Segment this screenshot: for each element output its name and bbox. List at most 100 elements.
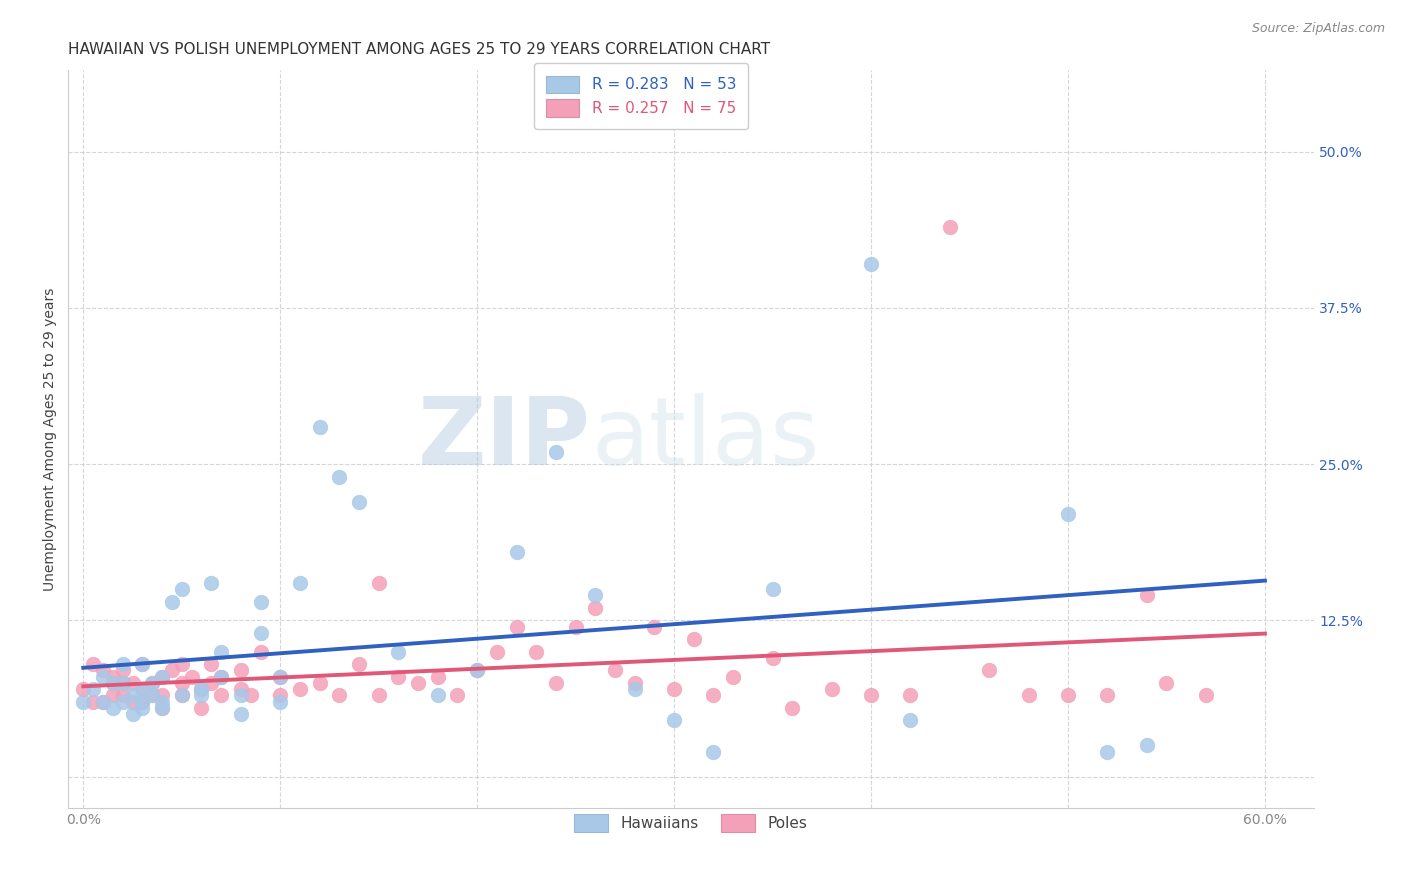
Point bbox=[131, 657, 153, 671]
Point bbox=[150, 688, 173, 702]
Point bbox=[564, 619, 586, 633]
Point bbox=[623, 675, 645, 690]
Point bbox=[160, 594, 183, 608]
Point bbox=[72, 694, 94, 708]
Point bbox=[1136, 588, 1159, 602]
Point bbox=[426, 669, 449, 683]
Point bbox=[150, 669, 173, 683]
Point bbox=[200, 575, 222, 590]
Point bbox=[131, 700, 153, 714]
Point bbox=[682, 632, 704, 646]
Point bbox=[200, 675, 222, 690]
Point bbox=[623, 681, 645, 696]
Y-axis label: Unemployment Among Ages 25 to 29 years: Unemployment Among Ages 25 to 29 years bbox=[44, 287, 58, 591]
Point bbox=[939, 219, 962, 234]
Point bbox=[101, 675, 124, 690]
Point bbox=[308, 675, 330, 690]
Point bbox=[662, 713, 685, 727]
Point bbox=[190, 681, 212, 696]
Point bbox=[141, 675, 163, 690]
Point bbox=[131, 694, 153, 708]
Point bbox=[170, 657, 193, 671]
Point bbox=[583, 600, 606, 615]
Point bbox=[190, 681, 212, 696]
Point bbox=[603, 663, 626, 677]
Point bbox=[111, 694, 134, 708]
Point bbox=[82, 657, 104, 671]
Point bbox=[170, 582, 193, 596]
Point bbox=[209, 688, 232, 702]
Point bbox=[229, 681, 252, 696]
Point bbox=[141, 688, 163, 702]
Point bbox=[860, 688, 883, 702]
Point bbox=[347, 494, 370, 508]
Point bbox=[249, 625, 271, 640]
Point bbox=[200, 657, 222, 671]
Point bbox=[288, 681, 311, 696]
Point bbox=[1195, 688, 1218, 702]
Point bbox=[269, 694, 291, 708]
Point bbox=[229, 663, 252, 677]
Point bbox=[170, 688, 193, 702]
Point bbox=[190, 688, 212, 702]
Point bbox=[121, 688, 143, 702]
Point bbox=[387, 644, 409, 658]
Point bbox=[121, 706, 143, 721]
Point bbox=[1097, 745, 1119, 759]
Point bbox=[209, 644, 232, 658]
Point bbox=[505, 619, 527, 633]
Point bbox=[209, 669, 232, 683]
Text: atlas: atlas bbox=[591, 393, 820, 485]
Point bbox=[170, 688, 193, 702]
Point bbox=[328, 469, 350, 483]
Point bbox=[583, 588, 606, 602]
Point bbox=[82, 694, 104, 708]
Point bbox=[544, 675, 567, 690]
Point bbox=[141, 675, 163, 690]
Point bbox=[505, 544, 527, 558]
Point bbox=[387, 669, 409, 683]
Point bbox=[1018, 688, 1040, 702]
Legend: Hawaiians, Poles: Hawaiians, Poles bbox=[562, 802, 820, 845]
Point bbox=[150, 700, 173, 714]
Point bbox=[249, 644, 271, 658]
Point bbox=[721, 669, 744, 683]
Point bbox=[150, 694, 173, 708]
Point bbox=[860, 257, 883, 271]
Point bbox=[91, 669, 114, 683]
Point bbox=[406, 675, 429, 690]
Point bbox=[1097, 688, 1119, 702]
Point bbox=[288, 575, 311, 590]
Point bbox=[121, 675, 143, 690]
Point bbox=[1057, 688, 1080, 702]
Point bbox=[229, 706, 252, 721]
Point bbox=[446, 688, 468, 702]
Point bbox=[131, 694, 153, 708]
Point bbox=[702, 688, 724, 702]
Point bbox=[249, 594, 271, 608]
Point bbox=[180, 669, 202, 683]
Point bbox=[780, 700, 803, 714]
Point bbox=[91, 694, 114, 708]
Point bbox=[101, 675, 124, 690]
Point bbox=[150, 700, 173, 714]
Point bbox=[101, 700, 124, 714]
Point bbox=[367, 688, 389, 702]
Point bbox=[131, 657, 153, 671]
Point bbox=[209, 669, 232, 683]
Point bbox=[544, 444, 567, 458]
Point bbox=[131, 681, 153, 696]
Point bbox=[190, 700, 212, 714]
Point bbox=[111, 675, 134, 690]
Point bbox=[131, 681, 153, 696]
Point bbox=[367, 575, 389, 590]
Point bbox=[269, 688, 291, 702]
Point bbox=[662, 681, 685, 696]
Point bbox=[328, 688, 350, 702]
Point bbox=[900, 713, 922, 727]
Point bbox=[900, 688, 922, 702]
Point bbox=[239, 688, 262, 702]
Point bbox=[111, 688, 134, 702]
Point bbox=[111, 657, 134, 671]
Point bbox=[101, 688, 124, 702]
